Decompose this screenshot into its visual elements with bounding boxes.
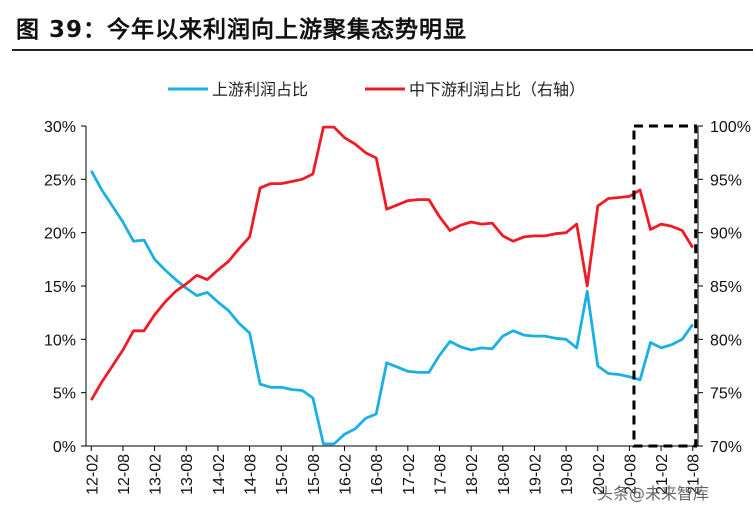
legend-label: 上游利润占比 xyxy=(212,80,308,99)
right-tick-label: 95% xyxy=(710,172,742,189)
figure-title: 图 39：今年以来利润向上游聚集态势明显 xyxy=(16,17,468,43)
x-tick-label: 14-08 xyxy=(243,454,260,495)
left-tick-label: 5% xyxy=(53,386,76,403)
highlight-box xyxy=(632,124,698,448)
x-tick-label: 17-02 xyxy=(401,454,418,495)
left-tick-label: 10% xyxy=(44,332,76,349)
x-tick-label: 15-02 xyxy=(274,454,291,495)
left-tick-label: 20% xyxy=(44,226,76,243)
x-tick-label: 16-08 xyxy=(369,454,386,495)
x-tick-label: 21-02 xyxy=(654,454,671,495)
plot-area xyxy=(90,124,698,448)
title-divider xyxy=(12,49,753,51)
left-tick-label: 15% xyxy=(44,279,76,296)
x-tick-label: 15-08 xyxy=(306,454,323,495)
x-tick-label: 12-02 xyxy=(84,454,101,495)
x-tick-label: 18-02 xyxy=(464,454,481,495)
left-tick-label: 30% xyxy=(44,119,76,136)
watermark-text: 头条@未来智库 xyxy=(597,484,709,503)
x-tick-label: 20-02 xyxy=(591,454,608,495)
left-tick-label: 25% xyxy=(44,172,76,189)
right-tick-label: 90% xyxy=(710,226,742,243)
x-tick-label: 13-02 xyxy=(148,454,165,495)
x-tick-label: 17-08 xyxy=(432,454,449,495)
left-tick-label: 0% xyxy=(53,439,76,456)
right-tick-label: 70% xyxy=(710,439,742,456)
right-tick-label: 75% xyxy=(710,386,742,403)
right-tick-label: 85% xyxy=(710,279,742,296)
series-line-midstream xyxy=(90,125,694,401)
series-line-upstream xyxy=(90,170,694,446)
right-tick-label: 80% xyxy=(710,332,742,349)
right-tick-label: 100% xyxy=(710,119,751,136)
axes: 0% 5% 10% 15% 20% 25% 30% 70% 75% 80% 85% 90% 95% 100… xyxy=(44,119,751,495)
x-tick-label: 20-08 xyxy=(622,454,639,495)
x-tick-label: 19-08 xyxy=(559,454,576,495)
x-tick-label: 19-02 xyxy=(527,454,544,495)
legend-label: 中下游利润占比（右轴） xyxy=(409,80,585,99)
x-tick-label: 21-08 xyxy=(686,454,703,495)
x-tick-label: 13-08 xyxy=(179,454,196,495)
x-tick-label: 18-08 xyxy=(496,454,513,495)
x-tick-label: 14-02 xyxy=(211,454,228,495)
legend: 上游利润占比 中下游利润占比（右轴） xyxy=(168,80,585,99)
x-tick-label: 16-02 xyxy=(338,454,355,495)
x-tick-label: 12-08 xyxy=(116,454,133,495)
